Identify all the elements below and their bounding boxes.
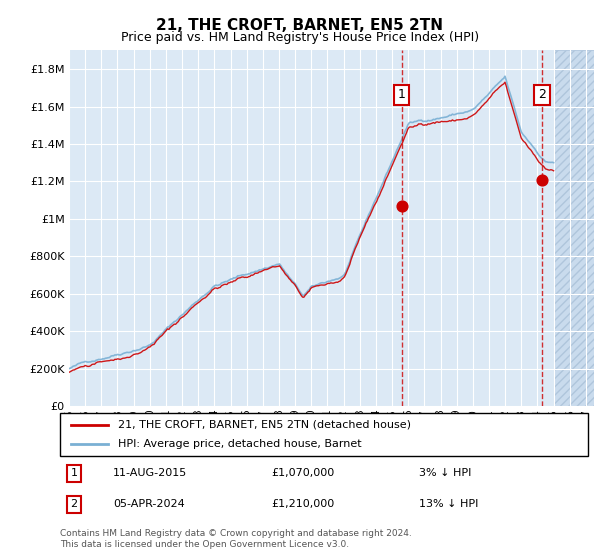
Bar: [554, 50, 594, 406]
Point: [397, 201, 407, 210]
Text: 1: 1: [71, 468, 77, 478]
Text: HPI: Average price, detached house, Barnet: HPI: Average price, detached house, Barn…: [118, 439, 362, 449]
Text: 13% ↓ HPI: 13% ↓ HPI: [419, 500, 478, 509]
Text: £1,210,000: £1,210,000: [271, 500, 334, 509]
Text: Contains HM Land Registry data © Crown copyright and database right 2024.
This d: Contains HM Land Registry data © Crown c…: [60, 529, 412, 549]
Text: 2: 2: [538, 88, 546, 101]
Text: 1: 1: [398, 88, 406, 101]
Text: 21, THE CROFT, BARNET, EN5 2TN (detached house): 21, THE CROFT, BARNET, EN5 2TN (detached…: [118, 420, 411, 430]
Text: 3% ↓ HPI: 3% ↓ HPI: [419, 468, 472, 478]
Text: 05-APR-2024: 05-APR-2024: [113, 500, 185, 509]
Bar: [554, 50, 594, 406]
Text: 21, THE CROFT, BARNET, EN5 2TN: 21, THE CROFT, BARNET, EN5 2TN: [157, 18, 443, 33]
Text: Price paid vs. HM Land Registry's House Price Index (HPI): Price paid vs. HM Land Registry's House …: [121, 31, 479, 44]
Text: 2: 2: [71, 500, 77, 509]
FancyBboxPatch shape: [60, 413, 588, 456]
Text: £1,070,000: £1,070,000: [271, 468, 334, 478]
Point: [537, 175, 547, 184]
Text: 11-AUG-2015: 11-AUG-2015: [113, 468, 187, 478]
